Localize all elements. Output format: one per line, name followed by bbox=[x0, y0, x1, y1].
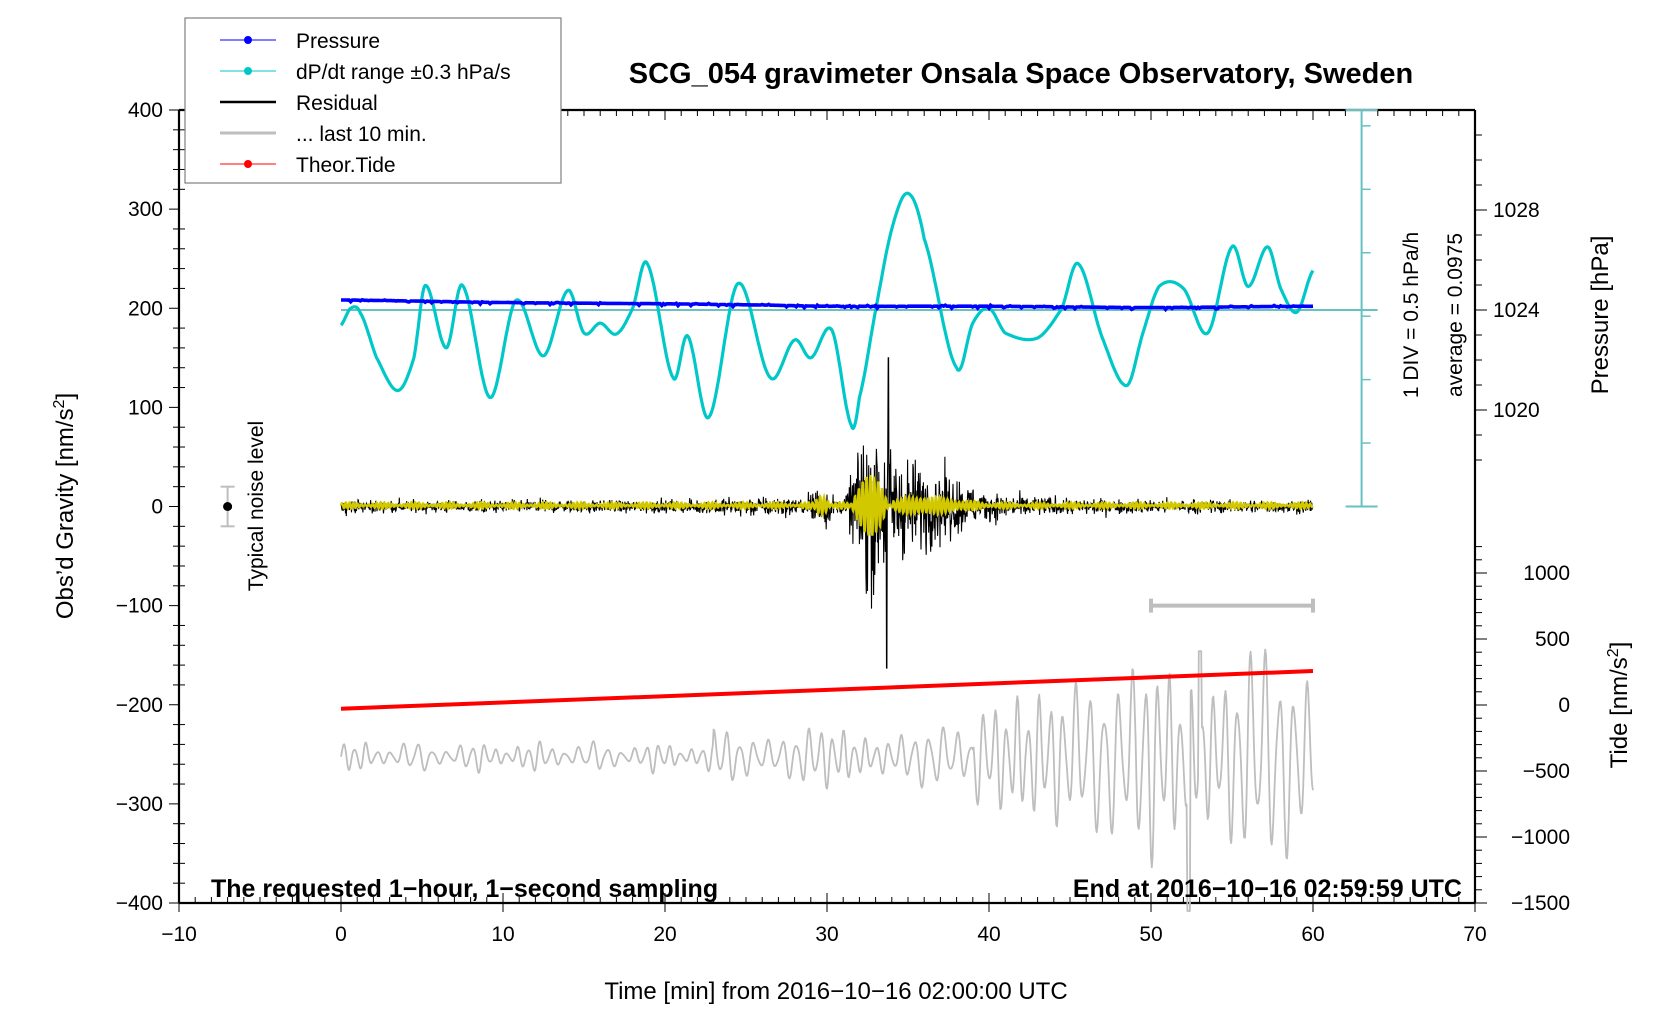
tide-tick-label: 0 bbox=[1558, 694, 1570, 717]
residual-line bbox=[340, 357, 1314, 669]
y-tide-title-base: Tide [nm/s bbox=[1606, 657, 1633, 768]
scale-bar-div-label: 1 DIV = 0.5 hPa/h bbox=[1400, 232, 1423, 398]
y-axis-left-title: Obs’d Gravity [nm/s2] bbox=[51, 393, 79, 619]
legend-box bbox=[184, 17, 562, 184]
y-left-tick-label: −300 bbox=[116, 793, 163, 816]
legend-label-last10: ... last 10 min. bbox=[296, 123, 427, 146]
y-left-title-base: Obs’d Gravity [nm/s bbox=[52, 408, 79, 619]
annotation-end-time: End at 2016−10−16 02:59:59 UTC bbox=[1073, 875, 1462, 903]
tide-tick-label: 500 bbox=[1535, 628, 1570, 651]
x-tick-label: 30 bbox=[815, 923, 838, 946]
legend-dot-pressure bbox=[244, 36, 252, 44]
last-10-min-line bbox=[340, 648, 1314, 912]
tide-tick-label: −500 bbox=[1523, 760, 1570, 783]
pressure-tick-label: 1020 bbox=[1493, 399, 1540, 422]
y-axis-tide-title: Tide [nm/s2] bbox=[1605, 642, 1633, 769]
y-tide-title-close: ] bbox=[1606, 642, 1633, 649]
x-tick-label: 50 bbox=[1139, 923, 1162, 946]
x-tick-label: 70 bbox=[1463, 923, 1486, 946]
noise-dot bbox=[223, 502, 233, 511]
tide-tick-label: 1000 bbox=[1523, 562, 1570, 585]
x-tick-label: 40 bbox=[977, 923, 1000, 946]
y-left-tick-label: −100 bbox=[116, 595, 163, 618]
legend-label-pressure: Pressure bbox=[296, 30, 380, 53]
legend-entry-tide: Theor.Tide bbox=[220, 154, 396, 177]
pressure-line bbox=[341, 297, 1314, 313]
y-left-tick-label: 0 bbox=[151, 496, 163, 519]
legend-label-residual: Residual bbox=[296, 92, 378, 115]
pressure-tick-label: 1024 bbox=[1493, 299, 1540, 322]
y-left-tick-label: 300 bbox=[128, 198, 163, 221]
y-left-tick-label: −200 bbox=[116, 694, 163, 717]
legend-label-tide: Theor.Tide bbox=[296, 154, 396, 177]
legend-entry-dpdt: dP/dt range ±0.3 hPa/s bbox=[220, 61, 511, 84]
legend-entry-last10: ... last 10 min. bbox=[220, 123, 427, 146]
y-left-title-close: ] bbox=[52, 393, 79, 400]
y-left-title-sup: 2 bbox=[51, 399, 68, 408]
legend-dot-dpdt bbox=[244, 67, 252, 75]
legend-label-dpdt: dP/dt range ±0.3 hPa/s bbox=[296, 61, 511, 84]
chart-title: SCG_054 gravimeter Onsala Space Observat… bbox=[629, 58, 1413, 90]
x-tick-label: −10 bbox=[161, 923, 197, 946]
scale-bar-average-label: average = 0.0975 bbox=[1444, 233, 1467, 397]
tide-tick-label: −1000 bbox=[1511, 826, 1570, 849]
residual-filtered-line bbox=[339, 474, 1314, 536]
tide-line bbox=[340, 669, 1314, 711]
pressure-tick-label: 1028 bbox=[1493, 199, 1540, 222]
y-axis-pressure-title: Pressure [hPa] bbox=[1587, 236, 1614, 395]
tide-tick-label: −1500 bbox=[1511, 892, 1570, 915]
legend-entry-pressure: Pressure bbox=[220, 30, 380, 53]
y-left-tick-label: 400 bbox=[128, 99, 163, 122]
x-axis-title: Time [min] from 2016−10−16 02:00:00 UTC bbox=[604, 978, 1067, 1005]
y-left-tick-label: −400 bbox=[116, 892, 163, 915]
y-left-tick-label: 200 bbox=[128, 297, 163, 320]
series-layer bbox=[220, 191, 1378, 912]
y-left-tick-label: 100 bbox=[128, 396, 163, 419]
x-tick-label: 10 bbox=[491, 923, 514, 946]
y-tide-title-sup: 2 bbox=[1605, 648, 1622, 657]
legend-dot-tide bbox=[244, 160, 252, 168]
x-tick-label: 0 bbox=[335, 923, 347, 946]
legend: Pressure dP/dt range ±0.3 hPa/s Residual… bbox=[184, 17, 562, 184]
legend-entry-residual: Residual bbox=[220, 92, 378, 115]
annotation-sampling: The requested 1−hour, 1−second sampling bbox=[211, 875, 718, 903]
x-tick-label: 20 bbox=[653, 923, 676, 946]
noise-level-label: Typical noise level bbox=[245, 421, 268, 591]
axes: −10 0 10 20 30 40 50 60 704003002001000−100−200−… bbox=[116, 99, 1570, 946]
x-tick-label: 60 bbox=[1301, 923, 1324, 946]
